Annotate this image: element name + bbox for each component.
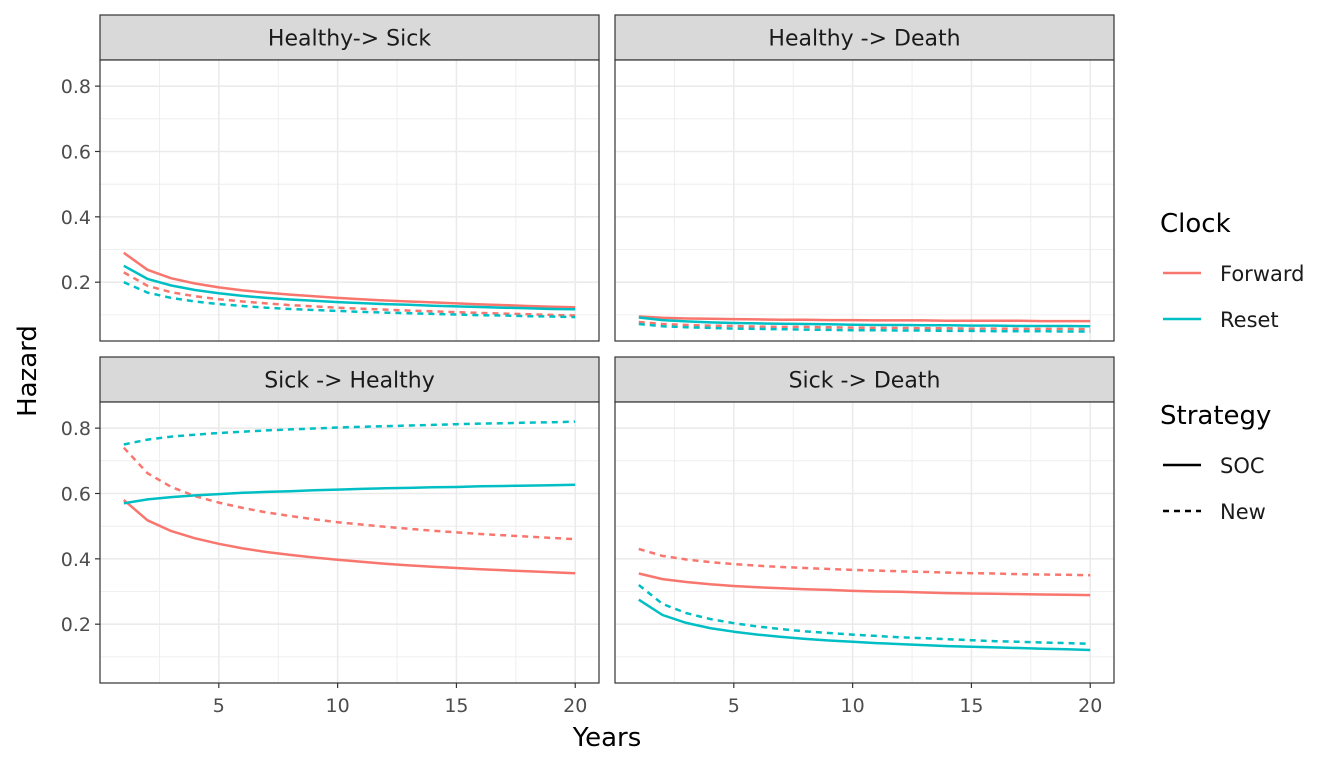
- x-tick-label: 5: [213, 695, 225, 717]
- panel-border: [614, 401, 1115, 684]
- gridlines: [615, 402, 1114, 683]
- y-tick-label: 0.2: [61, 272, 91, 294]
- ticks-layer: 0.2 0.4 0.6 0.8 0.2 0.4 0.6 0.8 5 10 15 20 5 10 15 20: [61, 76, 1103, 717]
- legend-reset-label: Reset: [1220, 308, 1279, 332]
- strip-healthy-death: [614, 14, 1115, 61]
- strip-title: Healthy -> Death: [768, 27, 960, 52]
- x-tick-label: 20: [563, 695, 587, 717]
- legend: Clock Forward Reset Strategy SOC New: [1160, 209, 1304, 524]
- strip-sick-healthy: [99, 356, 600, 403]
- strip-healthy-sick: [99, 14, 600, 61]
- legend-clock-title: Clock: [1160, 209, 1231, 239]
- panel-background: [615, 402, 1114, 683]
- y-tick-label: 0.2: [61, 614, 91, 636]
- panel-border: [614, 59, 1115, 342]
- series-forward-new: [122, 446, 576, 541]
- panel-sick-death: Sick -> Death: [614, 356, 1115, 684]
- x-tick-label: 20: [1078, 695, 1102, 717]
- x-tick-label: 15: [959, 695, 983, 717]
- series-forward-soc: [638, 572, 1091, 597]
- series-reset-soc: [638, 598, 1091, 652]
- series-reset-new: [638, 584, 1091, 646]
- series-reset-new: [123, 281, 576, 319]
- strip-sick-death: [614, 356, 1115, 403]
- x-axis-title: Years: [572, 723, 642, 753]
- series-reset-soc: [123, 483, 576, 505]
- y-tick-label: 0.8: [61, 76, 91, 98]
- y-tick-label: 0.6: [61, 141, 91, 163]
- panel-healthy-death: Healthy -> Death: [614, 14, 1115, 342]
- series-forward-soc: [122, 499, 576, 575]
- panel-sick-healthy: Sick -> Healthy: [99, 356, 600, 684]
- series-reset-soc: [638, 316, 1091, 328]
- y-tick-label: 0.4: [61, 207, 91, 229]
- gridlines: [100, 402, 599, 683]
- panel-border: [99, 59, 600, 342]
- x-tick-label: 10: [841, 695, 865, 717]
- series-forward-soc: [638, 315, 1091, 323]
- series-forward-new: [638, 320, 1091, 331]
- legend-new-label: New: [1220, 500, 1266, 524]
- legend-soc-label: SOC: [1220, 454, 1265, 478]
- series-forward-new: [638, 547, 1091, 577]
- x-tick-label: 5: [728, 695, 740, 717]
- panels-layer: Healthy-> Sick Healthy -> Death Sick -> He…: [99, 14, 1115, 684]
- panel-healthy-sick: Healthy-> Sick: [99, 14, 600, 342]
- legend-strategy-title: Strategy: [1160, 401, 1271, 431]
- panel-background: [615, 60, 1114, 341]
- legend-forward-label: Forward: [1220, 262, 1304, 286]
- series-reset-new: [638, 322, 1091, 333]
- strip-title: Sick -> Healthy: [264, 369, 435, 394]
- panel-background: [100, 402, 599, 683]
- gridlines: [615, 60, 1114, 341]
- series-forward-new: [123, 271, 576, 317]
- series-reset-new: [123, 420, 576, 446]
- y-tick-label: 0.8: [61, 418, 91, 440]
- y-axis-title: Hazard: [13, 325, 43, 417]
- strip-title: Sick -> Death: [789, 369, 941, 394]
- strip-title: Healthy-> Sick: [268, 27, 431, 52]
- series-reset-soc: [123, 264, 576, 311]
- panel-border: [99, 401, 600, 684]
- series-forward-soc: [123, 251, 576, 309]
- x-tick-label: 15: [444, 695, 468, 717]
- y-tick-label: 0.6: [61, 483, 91, 505]
- x-tick-label: 10: [326, 695, 350, 717]
- y-tick-label: 0.4: [61, 549, 91, 571]
- gridlines: [100, 60, 599, 341]
